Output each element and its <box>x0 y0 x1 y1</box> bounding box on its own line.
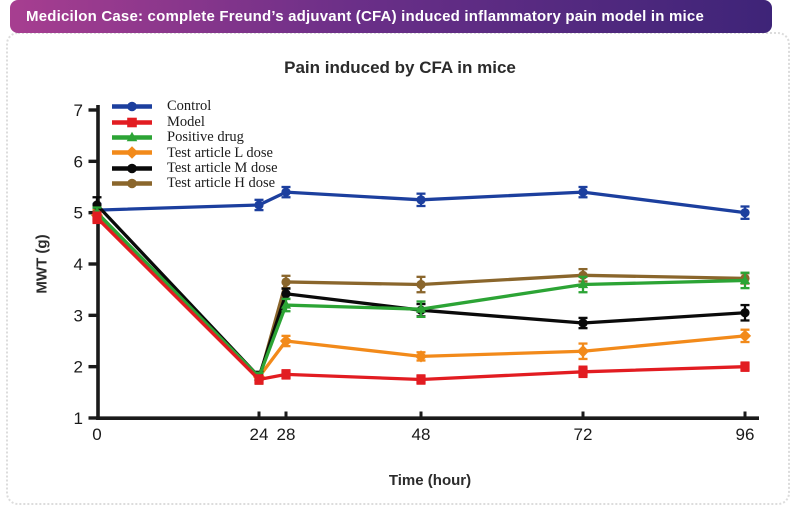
legend-item: Test article M dose <box>110 161 278 176</box>
chart-title: Pain induced by CFA in mice <box>284 58 516 77</box>
x-tick-label: 0 <box>92 425 101 444</box>
legend-item: Test article H dose <box>110 176 278 191</box>
y-tick-label: 6 <box>74 152 83 171</box>
y-axis-label: MWT (g) <box>33 234 51 294</box>
series-control <box>92 185 750 220</box>
case-banner: Medicilon Case: complete Freund’s adjuva… <box>10 0 772 33</box>
legend-marker-square-icon <box>112 117 152 127</box>
x-tick-label: 96 <box>736 425 755 444</box>
x-tick-label: 24 <box>250 425 269 444</box>
legend-label: Model <box>167 113 205 130</box>
legend-marker-circle-icon <box>112 178 152 189</box>
y-tick-label: 2 <box>74 358 83 377</box>
case-card <box>6 32 790 505</box>
legend-item: Control <box>110 99 278 114</box>
legend-item: Test article L dose <box>110 145 278 160</box>
series-test-article-l-dose <box>90 208 752 384</box>
x-axis-label: Time (hour) <box>388 472 472 489</box>
chart-legend: Control Model Positive drug Test article L … <box>110 99 278 191</box>
legend-label: Test article H dose <box>167 175 276 192</box>
legend-marker-circle-icon <box>112 101 152 112</box>
x-tick-label: 28 <box>277 425 296 444</box>
legend-item: Model <box>110 114 278 129</box>
legend-item: Positive drug <box>110 130 278 145</box>
y-tick-label: 3 <box>74 306 83 325</box>
y-tick-label: 5 <box>74 204 83 223</box>
x-tick-label: 72 <box>574 425 593 444</box>
series-model <box>92 211 750 385</box>
y-tick-label: 1 <box>74 409 83 428</box>
banner-title: Medicilon Case: complete Freund’s adjuva… <box>26 8 704 25</box>
legend-label: Test article M dose <box>167 160 278 176</box>
y-tick-label: 4 <box>74 255 83 274</box>
y-tick-label: 7 <box>74 101 83 120</box>
legend-marker-circle-icon <box>112 163 152 174</box>
legend-label: Positive drug <box>167 129 244 146</box>
legend-label: Control <box>167 98 212 115</box>
x-tick-label: 48 <box>412 425 431 444</box>
legend-label: Test article L dose <box>167 144 273 161</box>
legend-marker-diamond-icon <box>112 146 152 160</box>
legend-marker-triangle-icon <box>112 131 152 142</box>
